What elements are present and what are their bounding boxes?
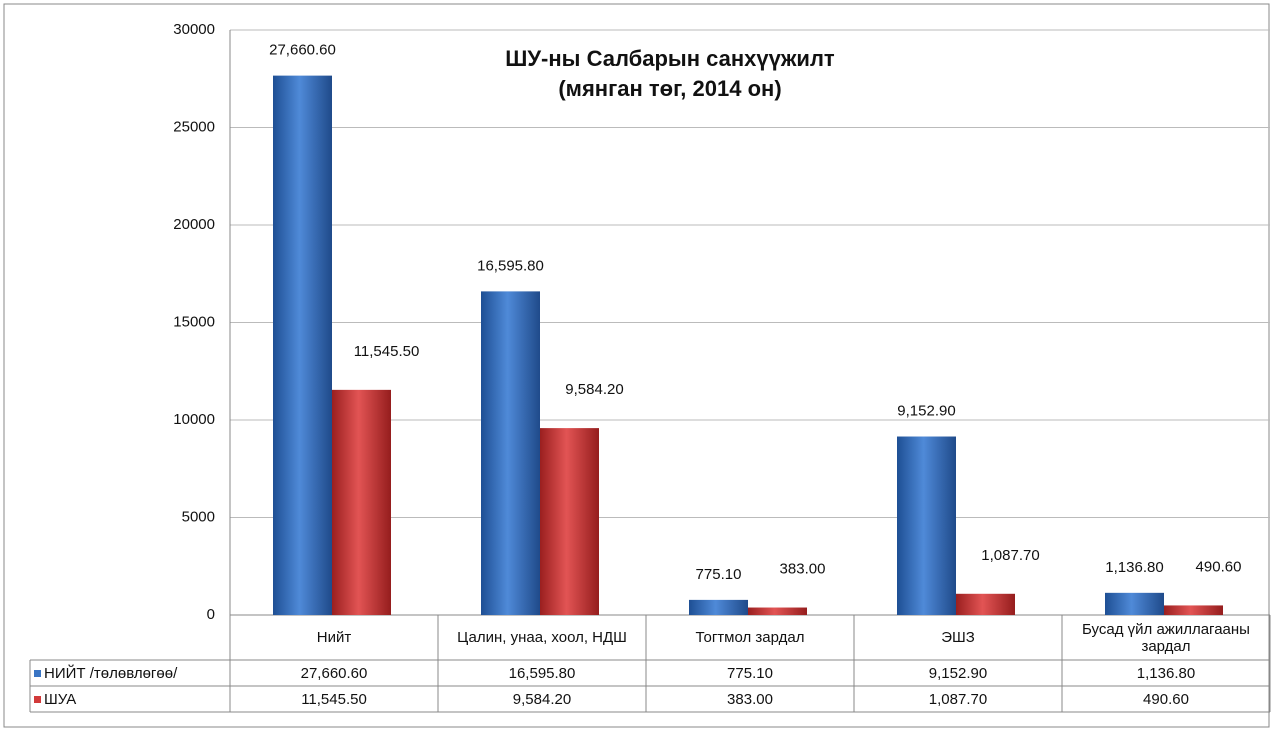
table-value: 27,660.60 [300,664,368,682]
legend-swatch [34,695,41,703]
bar [332,389,391,615]
bar [897,436,956,615]
frame [3,3,1270,728]
y-tick-label: 0 [207,606,215,623]
y-tick-label: 10000 [173,411,215,428]
bar [540,428,599,615]
y-tick-label: 30000 [173,21,215,38]
chart-title: ШУ-ны Салбарын санхүүжилт [505,46,835,71]
data-label: 9,584.20 [565,381,623,398]
table-value: 9,584.20 [512,690,572,708]
table-value: 1,136.80 [1136,664,1196,682]
bar [689,599,748,615]
data-label: 9,152.90 [897,402,955,419]
table-value: 11,545.50 [301,690,367,708]
table-value: 490.60 [1143,690,1189,708]
y-tick-label: 25000 [173,118,215,135]
legend-label: НИЙТ /төлөвлөгөө/ [44,664,178,682]
data-label: 775.10 [696,566,742,583]
category-label: Нийт [316,629,352,646]
legend-item: ШУА [30,686,230,712]
category-label: ЭШЗ [941,629,975,646]
bar [273,75,332,616]
data-label: 1,136.80 [1105,559,1163,576]
y-tick-label: 5000 [182,508,215,525]
data-label: 383.00 [780,561,826,578]
data-label: 16,595.80 [477,257,544,274]
table-value: 16,595.80 [508,664,576,682]
table-value: 9,152.90 [928,664,988,682]
data-label: 490.60 [1196,558,1242,575]
chart-title: (мянган төг, 2014 он) [558,76,781,101]
table-value: 775.10 [727,664,773,682]
y-tick-label: 20000 [173,216,215,233]
legend-label: ШУА [44,690,77,708]
legend-swatch [34,669,41,677]
y-tick-label: 15000 [173,313,215,330]
legend-item: НИЙТ /төлөвлөгөө/ [30,660,230,686]
category-label: Цалин, унаа, хоол, НДШ [457,629,627,646]
data-label: 1,087.70 [981,547,1039,564]
category-label: Бусад үйл ажиллагааны зардал [1082,620,1250,655]
table-value: 1,087.70 [928,690,988,708]
bar [1164,605,1223,615]
table-value: 383.00 [727,690,773,708]
data-label: 27,660.60 [269,42,336,59]
bar [956,593,1015,615]
bar [481,291,540,615]
bar [1105,592,1164,615]
data-label: 11,545.50 [354,343,420,360]
category-label: Тогтмол зардал [695,629,805,646]
bar [748,607,807,615]
